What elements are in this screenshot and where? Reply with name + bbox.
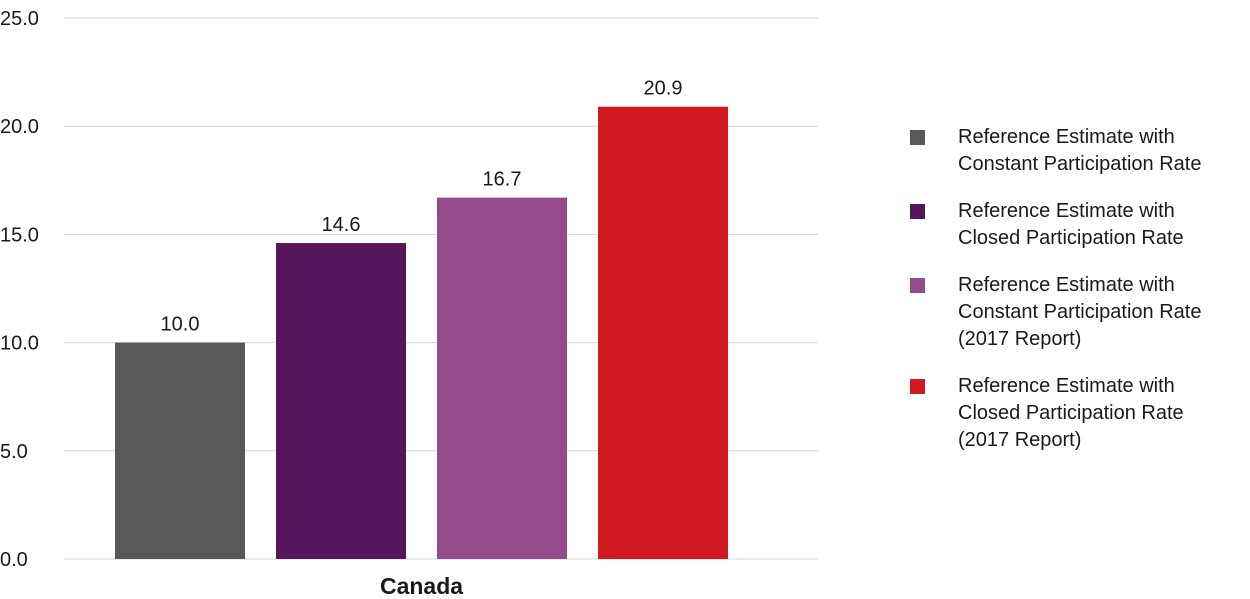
legend-label-3: Reference Estimate with Constant Partici… xyxy=(958,274,1202,350)
legend-swatch-1 xyxy=(910,130,925,145)
y-tick-label-4: 20.0 xyxy=(0,116,39,138)
legend-item-2: Reference Estimate with Closed Participa… xyxy=(908,198,1250,252)
bar-4 xyxy=(598,106,728,559)
legend-label-1: Reference Estimate with Constant Partici… xyxy=(958,126,1202,175)
y-tick-label-0: 0.0 xyxy=(0,549,28,571)
legend: Reference Estimate with Constant Partici… xyxy=(908,124,1250,474)
data-label-4: 20.9 xyxy=(644,78,683,100)
legend-item-1: Reference Estimate with Constant Partici… xyxy=(908,124,1250,178)
bar-2 xyxy=(276,243,406,559)
bar-3 xyxy=(437,197,567,559)
bar-1 xyxy=(115,342,245,559)
data-label-1: 10.0 xyxy=(161,314,200,336)
legend-item-4: Reference Estimate with Closed Participa… xyxy=(908,373,1250,454)
legend-swatch-3 xyxy=(910,278,925,293)
legend-label-2: Reference Estimate with Closed Participa… xyxy=(958,200,1184,249)
legend-item-3: Reference Estimate with Constant Partici… xyxy=(908,272,1250,353)
y-tick-label-3: 15.0 xyxy=(0,224,39,246)
y-tick-label-2: 10.0 xyxy=(0,333,39,355)
data-label-3: 16.7 xyxy=(483,169,522,191)
y-tick-label-1: 5.0 xyxy=(0,441,28,463)
y-tick-label-5: 25.0 xyxy=(0,8,39,30)
legend-swatch-4 xyxy=(910,379,925,394)
data-label-2: 14.6 xyxy=(322,214,361,236)
legend-swatch-2 xyxy=(910,204,925,219)
legend-label-4: Reference Estimate with Closed Participa… xyxy=(958,375,1184,451)
x-category-label: Canada xyxy=(380,573,463,599)
